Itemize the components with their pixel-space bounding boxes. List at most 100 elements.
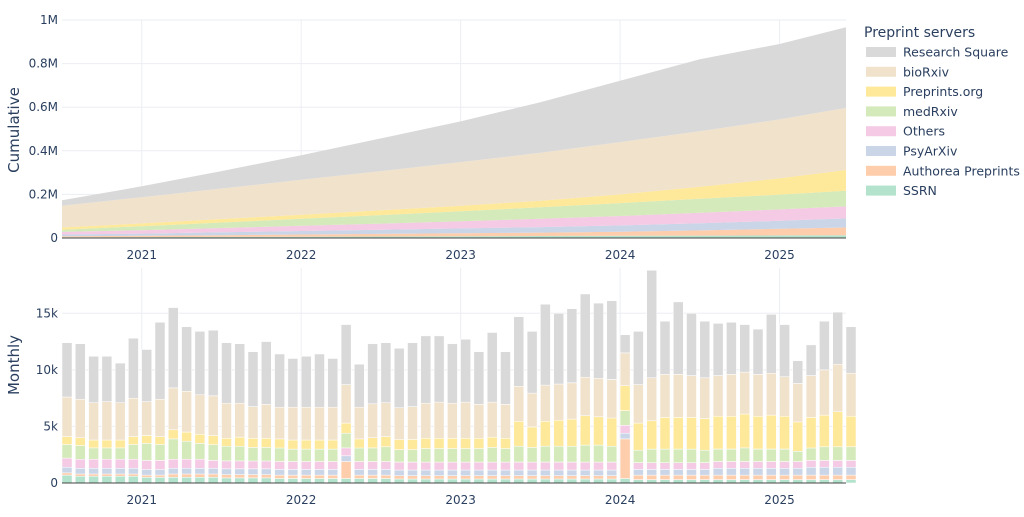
legend-item-psyarxiv[interactable]: PsyArXiv [866,144,958,159]
bar-biorxiv [420,402,432,439]
bar-ssrn [819,479,830,484]
bar-medrxiv [832,446,843,461]
bar-research-square [845,326,857,374]
bar-biorxiv [393,407,405,440]
bar-biorxiv [819,369,830,416]
bar-preprints-org [832,411,843,448]
bar-psyarxiv [327,469,339,476]
bar-preprints-org [327,439,339,450]
bar-ssrn [247,477,259,484]
bar-preprints-org [207,435,219,445]
bar-preprints-org [766,414,777,450]
bar-ssrn [712,479,724,484]
bar-research-square [513,316,525,387]
legend-label: Authorea Preprints [903,163,1020,178]
bar-others [88,458,99,469]
bar-medrxiv [114,447,126,460]
bar-biorxiv [194,394,206,435]
bar-research-square [579,293,591,378]
bar-psyarxiv [526,469,538,476]
bar-ssrn [114,475,126,484]
bar-others [181,458,192,469]
bar-ssrn [513,478,525,484]
bar-preprints-org [393,439,405,450]
bar-psyarxiv [354,469,365,476]
bar-others [686,462,697,470]
bar-medrxiv [473,448,485,463]
legend-item-research-square[interactable]: Research Square [866,45,1009,60]
bar-ssrn [261,477,272,484]
area-research-square [62,27,846,206]
bar-others [752,461,764,469]
bar-psyarxiv [154,469,166,476]
bar-research-square [606,300,618,380]
bar-research-square [274,353,285,408]
bar-preprints-org [673,417,684,450]
bar-medrxiv [354,447,365,462]
bar-preprints-org [194,434,206,444]
legend-item-medrxiv[interactable]: medRxiv [866,104,958,119]
bar-psyarxiv [247,468,259,475]
bar-psyarxiv [473,469,485,476]
bar-medrxiv [141,443,152,461]
bar-psyarxiv [75,468,86,475]
bar-psyarxiv [619,432,631,440]
monthly-x-tick-label: 2023 [445,493,476,507]
legend[interactable]: Research Square bioRxiv Preprints.org medRx… [866,45,1020,199]
bar-biorxiv [752,374,764,417]
bar-ssrn [447,478,458,484]
bar-psyarxiv [819,466,830,476]
bar-medrxiv [327,448,339,462]
bar-ssrn [433,478,445,484]
bar-authorea-preprints [154,474,166,478]
legend-item-ssrn[interactable]: SSRN [866,183,937,198]
bar-preprints-org [739,413,750,449]
bar-ssrn [805,479,817,484]
bar-medrxiv [526,447,538,463]
bar-research-square [832,311,843,365]
bar-biorxiv [101,401,113,441]
bar-others [619,425,631,434]
legend-item-authorea-preprints[interactable]: Authorea Preprints [866,163,1020,178]
bar-ssrn [393,478,405,484]
cumulative-y-tick-label: 0.6M [29,100,58,114]
bar-ssrn [766,479,777,484]
bar-biorxiv [845,372,857,417]
bar-medrxiv [646,448,657,463]
legend-label: Preprints.org [903,84,983,99]
bar-authorea-preprints [447,475,458,480]
bar-others [234,460,245,470]
bar-research-square [407,342,418,407]
bar-authorea-preprints [752,474,764,480]
legend-item-biorxiv[interactable]: bioRxiv [866,64,950,79]
bar-psyarxiv [646,469,657,476]
bar-others [61,457,73,468]
bar-ssrn [752,479,764,484]
bar-medrxiv [447,448,458,463]
bar-research-square [340,324,352,385]
monthly-x-tick-label: 2021 [126,493,157,507]
bar-others [486,461,498,471]
legend-item-preprints-org[interactable]: Preprints.org [866,84,983,99]
bar-biorxiv [566,382,578,420]
bar-authorea-preprints [553,475,564,480]
bar-ssrn [420,478,432,484]
bar-preprints-org [141,435,152,444]
bar-preprints-org [354,438,365,449]
bar-others [367,461,378,470]
bar-others [247,460,259,470]
bar-biorxiv [673,374,684,418]
legend-label: Others [903,124,945,139]
bar-biorxiv [805,375,817,418]
bar-medrxiv [766,448,777,462]
bar-others [393,461,405,471]
bar-medrxiv [221,445,232,462]
bar-biorxiv [261,404,272,439]
cumulative-y-tick-label: 0.2M [29,187,58,201]
legend-item-others[interactable]: Others [866,124,945,139]
bar-preprints-org [420,438,432,449]
bar-authorea-preprints [673,474,684,480]
bar-psyarxiv [792,468,804,476]
bar-psyarxiv [726,468,737,476]
